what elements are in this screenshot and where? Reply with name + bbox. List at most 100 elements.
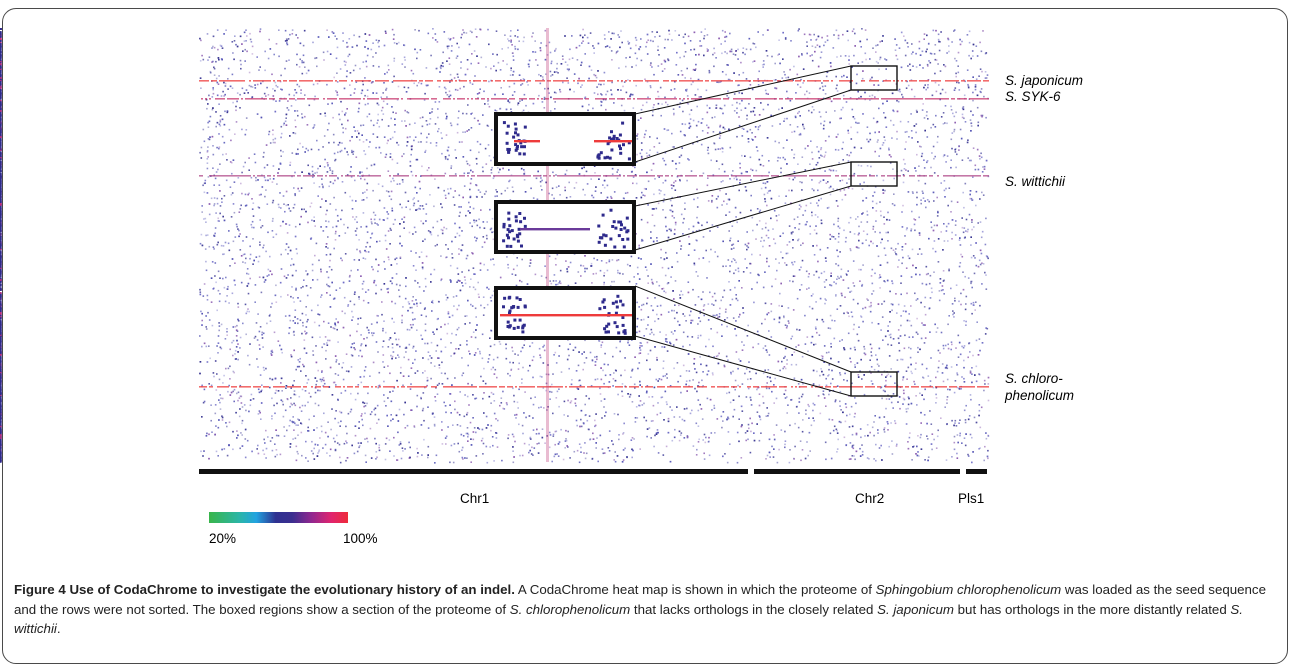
inset-dot (523, 145, 526, 149)
chr2-label: Chr2 (855, 491, 885, 506)
inset-dot (513, 318, 517, 322)
inset-dot (623, 331, 627, 335)
inset-dot (615, 305, 619, 309)
inset-dot (502, 222, 506, 226)
inset-dot (611, 301, 615, 305)
connector-line (634, 161, 852, 207)
inset-dot (505, 244, 509, 248)
caption-text-4: but has orthologs in the more distantly … (953, 601, 1231, 617)
inset-dot (619, 228, 623, 231)
inset-dot (615, 325, 619, 329)
inset-dot (612, 220, 616, 224)
inset-dot (616, 294, 620, 298)
inset-dot (516, 239, 520, 243)
codachrome-heatmap (0, 28, 990, 464)
inset-dot (512, 237, 516, 241)
inset-dot (621, 121, 625, 125)
inset-dot (598, 307, 602, 311)
inset-dot (612, 134, 616, 138)
inset-dot (518, 152, 522, 156)
inset-dot (623, 226, 627, 230)
inset-dot (514, 148, 518, 152)
inset-dot (613, 321, 617, 325)
heatmap-column-bands (0, 28, 2, 463)
inset-dot (516, 325, 520, 329)
connector-line (634, 185, 852, 251)
inset-dot (506, 320, 510, 324)
inset-dot (618, 133, 622, 137)
inset-dot (506, 228, 510, 232)
caption-italic-4: S. wittichii (14, 601, 1243, 637)
color-scale-legend (209, 512, 348, 523)
inset-dot (614, 226, 618, 230)
chr1-bar (199, 469, 748, 474)
inset-ortholog-row (594, 140, 632, 143)
inset-dot (614, 300, 618, 304)
inset-dot (610, 130, 613, 134)
inset-dot (626, 237, 630, 241)
inset-dot (508, 311, 511, 315)
figure-caption: Figure 4 Use of CodaChrome to investigat… (14, 580, 1276, 639)
inset-dot (621, 238, 625, 241)
inset-dot (627, 141, 631, 145)
zoom-box (850, 65, 898, 91)
inset-dot (601, 213, 605, 217)
inset-dot (617, 220, 621, 224)
inset-dot (603, 305, 607, 309)
zoom-boxes (850, 65, 898, 397)
inset-dot (619, 220, 623, 224)
inset-dot (516, 235, 520, 239)
inset-dot (502, 239, 506, 243)
inset-dot (625, 230, 629, 234)
inset-dot (518, 212, 522, 215)
inset-dot (507, 211, 511, 215)
inset-dot (507, 149, 511, 153)
inset-dot (597, 240, 601, 244)
inset-dot (603, 327, 607, 331)
inset-dot (515, 296, 519, 300)
caption-species: Sphingobium chlorophenolicum (875, 582, 1062, 597)
inset-dot (599, 151, 603, 155)
inset-dot (607, 330, 610, 334)
inset-dot (520, 244, 523, 248)
inset-dot (521, 326, 525, 330)
inset-dot (505, 141, 509, 145)
inset-dot (604, 234, 608, 238)
inset-dot (506, 124, 510, 128)
inset-dot (622, 245, 626, 249)
inset-dot (621, 323, 625, 327)
inset-dot (502, 305, 505, 309)
caption-text-3: that lacks orthologs in the closely rela… (630, 601, 878, 617)
inset-dot (503, 296, 507, 300)
inset-dot (505, 131, 509, 135)
inset-dot (606, 142, 610, 146)
caption-label: Figure 4 (14, 582, 66, 597)
label-s-japonicum: S. japonicum (1005, 73, 1084, 88)
inset-dot (510, 306, 514, 310)
inset-dot (619, 299, 623, 303)
inset-dot (609, 208, 613, 212)
chr1-label: Chr1 (460, 491, 490, 506)
legend-max-label: 100% (343, 531, 378, 546)
zoom-connectors (634, 65, 852, 397)
inset-dot (608, 136, 612, 140)
inset-ortholog-row (514, 140, 540, 143)
inset-dot (507, 236, 510, 240)
zoom-inset (494, 286, 636, 340)
inset-dot (505, 233, 509, 237)
inset-dot (608, 156, 612, 160)
inset-dot (619, 151, 623, 155)
zoom-inset (494, 200, 636, 254)
inset-dot (523, 216, 526, 220)
inset-dot (510, 229, 514, 233)
inset-dot (519, 141, 523, 145)
inset-dot (506, 147, 510, 151)
inset-dot (522, 152, 526, 156)
inset-dot (619, 147, 622, 151)
inset-dot (625, 216, 629, 220)
caption-text-2: was loaded as the seed sequence and the … (14, 582, 1266, 617)
inset-dot (607, 322, 611, 326)
pls1-bar (966, 469, 987, 474)
inset-dot (514, 127, 518, 131)
inset-dot (621, 303, 625, 307)
